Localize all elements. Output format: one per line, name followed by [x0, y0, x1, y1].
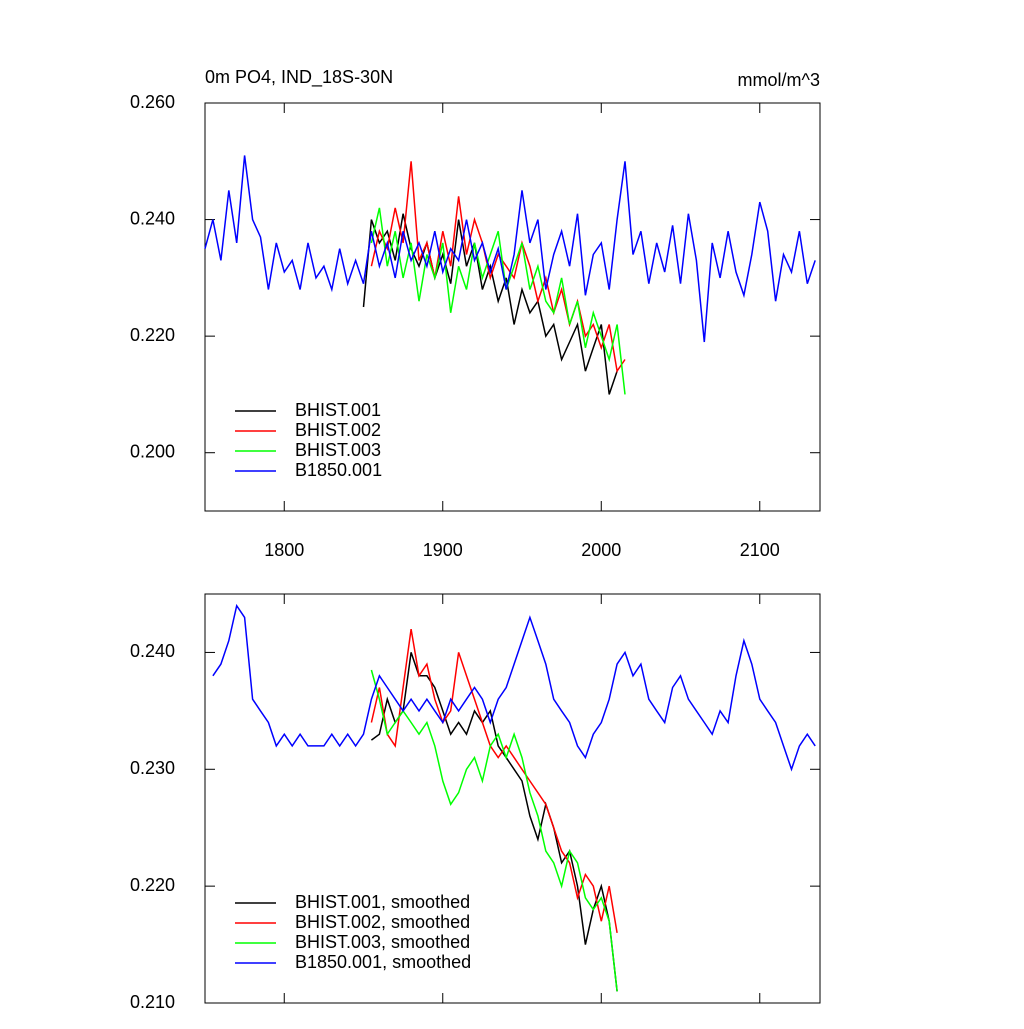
y-tick-label: 0.220 [130, 875, 175, 895]
legend-label: BHIST.001, smoothed [295, 892, 470, 912]
series-line [370, 628, 618, 934]
legend-label: B1850.001, smoothed [295, 952, 471, 972]
legend-label: BHIST.003 [295, 440, 381, 460]
x-tick-label: 1800 [264, 540, 304, 560]
plot-frame [204, 102, 821, 512]
series-line [204, 155, 816, 343]
legend-label: B1850.001 [295, 460, 382, 480]
legend-label: BHIST.002, smoothed [295, 912, 470, 932]
series-line [370, 652, 618, 992]
y-tick-label: 0.240 [130, 641, 175, 661]
series-line [362, 213, 618, 395]
legend-label: BHIST.002 [295, 420, 381, 440]
legend-label: BHIST.001 [295, 400, 381, 420]
x-tick-label: 2100 [740, 540, 780, 560]
series-line [370, 161, 626, 374]
y-tick-label: 0.230 [130, 758, 175, 778]
legend-label: BHIST.003, smoothed [295, 932, 470, 952]
x-tick-label: 2000 [581, 540, 621, 560]
x-tick-label: 1900 [423, 540, 463, 560]
y-tick-label: 0.220 [130, 325, 175, 345]
series-line [212, 603, 816, 772]
y-tick-label: 0.210 [130, 992, 175, 1012]
y-tick-label: 0.240 [130, 208, 175, 228]
y-tick-label: 0.260 [130, 92, 175, 112]
y-tick-label: 0.200 [130, 441, 175, 461]
series-line [370, 669, 618, 992]
units-label: mmol/m^3 [738, 70, 820, 90]
chart-title: 0m PO4, IND_18S-30N [205, 67, 393, 88]
plot-frame [204, 593, 821, 1004]
series-line [370, 207, 626, 395]
